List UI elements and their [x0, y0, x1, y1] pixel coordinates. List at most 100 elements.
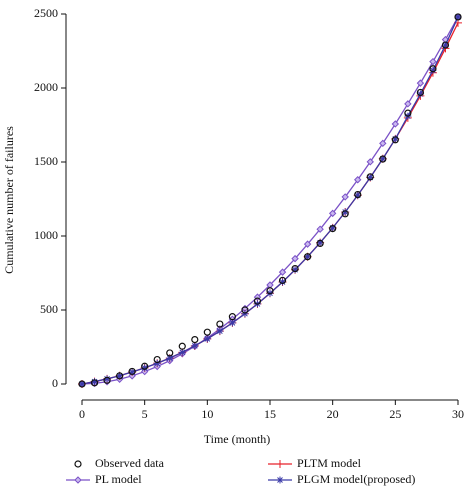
- x-tick-label: 25: [389, 407, 401, 421]
- marker: [276, 476, 284, 484]
- marker: [141, 362, 149, 370]
- marker: [379, 155, 387, 163]
- x-tick-label: 10: [201, 407, 213, 421]
- marker: [116, 372, 124, 380]
- marker: [74, 460, 82, 468]
- marker: [141, 364, 149, 372]
- marker: [153, 359, 161, 367]
- marker: [91, 378, 99, 386]
- marker: [391, 120, 400, 128]
- marker: [103, 375, 111, 383]
- marker: [166, 354, 174, 362]
- marker: [341, 208, 349, 216]
- marker: [429, 57, 437, 66]
- marker: [341, 210, 349, 218]
- marker: [416, 79, 425, 87]
- marker: [216, 320, 224, 328]
- marker: [115, 372, 124, 380]
- marker: [128, 367, 136, 376]
- marker: [276, 460, 284, 468]
- legend-item: PL model: [66, 472, 142, 486]
- y-tick-label: 2000: [34, 80, 58, 94]
- marker: [316, 239, 324, 247]
- marker: [404, 109, 412, 117]
- marker: [366, 173, 374, 181]
- legend-label: Observed data: [95, 456, 165, 470]
- marker: [191, 336, 199, 344]
- marker: [74, 476, 82, 484]
- y-tick-label: 0: [52, 376, 58, 390]
- x-tick-label: 15: [264, 407, 276, 421]
- marker: [303, 240, 312, 248]
- marker: [241, 310, 249, 318]
- marker: [228, 313, 236, 321]
- y-axis-label: Cumulative number of failures: [2, 126, 16, 274]
- marker: [404, 100, 412, 108]
- marker: [391, 135, 399, 143]
- marker: [329, 225, 337, 233]
- marker: [191, 342, 199, 350]
- marker: [379, 155, 387, 163]
- marker: [266, 287, 274, 295]
- y-tick-label: 1000: [34, 228, 58, 242]
- marker: [366, 174, 374, 182]
- y-tick-label: 500: [40, 302, 58, 316]
- marker: [316, 225, 324, 233]
- x-tick-label: 30: [452, 407, 464, 421]
- legend-item: Observed data: [74, 456, 165, 470]
- legend-label: PLGM model(proposed): [297, 472, 415, 486]
- marker: [153, 355, 161, 364]
- marker: [354, 176, 362, 184]
- marker: [103, 376, 111, 384]
- y-tick-label: 1500: [34, 154, 58, 168]
- marker: [416, 88, 424, 97]
- legend-label: PL model: [95, 472, 142, 486]
- x-axis-label: Time (month): [204, 432, 271, 446]
- marker: [366, 158, 374, 166]
- marker: [178, 348, 186, 356]
- y-tick-label: 2500: [34, 6, 58, 20]
- marker: [416, 90, 424, 98]
- marker: [304, 253, 312, 261]
- legend-label: PLTM model: [297, 456, 362, 470]
- x-tick-label: 20: [327, 407, 339, 421]
- marker: [328, 209, 337, 218]
- marker: [329, 224, 337, 232]
- marker: [354, 191, 362, 199]
- marker: [278, 268, 287, 276]
- legend-item: PLGM model(proposed): [268, 472, 415, 486]
- marker: [441, 41, 450, 49]
- marker: [203, 328, 211, 336]
- marker: [78, 380, 86, 388]
- marker: [203, 335, 211, 343]
- marker: [429, 65, 437, 73]
- marker: [278, 276, 287, 284]
- marker: [279, 278, 287, 286]
- marker: [216, 327, 224, 335]
- marker: [429, 66, 437, 74]
- marker: [316, 239, 324, 247]
- marker: [341, 193, 349, 201]
- marker: [354, 190, 362, 199]
- marker: [291, 254, 299, 263]
- marker: [291, 266, 299, 274]
- series-line: [81, 16, 459, 385]
- marker: [78, 380, 86, 388]
- marker: [441, 41, 449, 49]
- marker: [178, 342, 186, 350]
- x-tick-label: 5: [142, 407, 148, 421]
- series-line: [81, 16, 459, 385]
- series-line: [81, 22, 459, 385]
- legend-item: PLTM model: [268, 456, 362, 470]
- marker: [391, 136, 399, 144]
- marker: [241, 306, 249, 314]
- marker: [253, 297, 262, 305]
- marker: [454, 13, 462, 21]
- marker: [379, 139, 387, 148]
- x-tick-label: 0: [79, 407, 85, 421]
- marker: [166, 349, 174, 357]
- marker: [291, 264, 299, 273]
- marker: [128, 368, 136, 376]
- marker: [90, 379, 99, 387]
